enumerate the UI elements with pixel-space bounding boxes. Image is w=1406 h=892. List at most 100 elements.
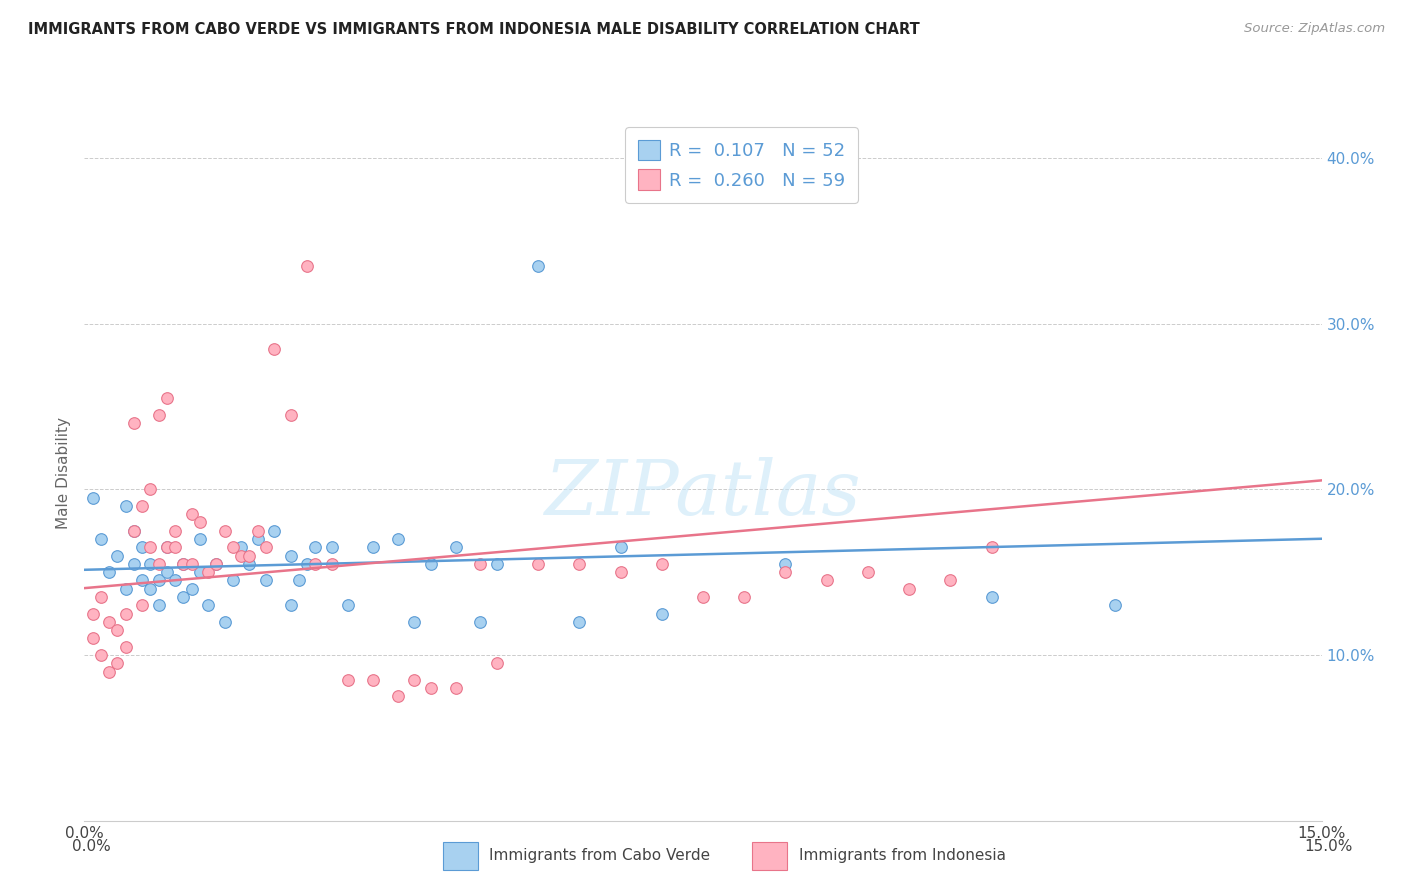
Point xyxy=(609,541,631,555)
Point xyxy=(165,541,187,555)
Point xyxy=(775,565,797,579)
Point xyxy=(288,574,311,588)
Point xyxy=(280,408,302,422)
Point xyxy=(254,574,277,588)
Point xyxy=(1104,599,1126,613)
Point xyxy=(156,541,179,555)
Point xyxy=(98,615,121,629)
Point xyxy=(280,549,302,563)
Point xyxy=(222,574,245,588)
FancyBboxPatch shape xyxy=(752,842,787,871)
Point xyxy=(651,607,673,621)
Point xyxy=(131,599,153,613)
Point xyxy=(214,615,236,629)
Point xyxy=(263,524,285,538)
Point xyxy=(238,557,260,571)
Point xyxy=(148,408,170,422)
Point xyxy=(404,615,426,629)
Point xyxy=(139,582,162,596)
Point xyxy=(980,541,1002,555)
Point xyxy=(939,574,962,588)
Point xyxy=(148,599,170,613)
Point xyxy=(114,499,136,513)
Point xyxy=(980,590,1002,604)
Point xyxy=(205,557,228,571)
Point xyxy=(568,557,591,571)
Point xyxy=(172,590,194,604)
Point xyxy=(165,524,187,538)
Point xyxy=(419,681,441,695)
Text: ZIPatlas: ZIPatlas xyxy=(544,457,862,531)
Point xyxy=(131,574,153,588)
Point xyxy=(188,565,211,579)
Point xyxy=(139,541,162,555)
Y-axis label: Male Disability: Male Disability xyxy=(56,417,72,529)
Point xyxy=(172,557,194,571)
Point xyxy=(90,648,112,662)
Point xyxy=(692,590,714,604)
Point xyxy=(148,557,170,571)
Point xyxy=(165,574,187,588)
Point xyxy=(229,541,252,555)
Point xyxy=(180,557,202,571)
Point xyxy=(280,599,302,613)
FancyBboxPatch shape xyxy=(443,842,478,871)
Point xyxy=(105,657,128,671)
Point xyxy=(295,259,318,273)
Point xyxy=(114,607,136,621)
Point xyxy=(105,623,128,637)
Point xyxy=(295,557,318,571)
Point xyxy=(254,541,277,555)
Point xyxy=(131,499,153,513)
Point xyxy=(321,541,343,555)
Point xyxy=(131,541,153,555)
Point xyxy=(114,640,136,654)
Point xyxy=(180,507,202,521)
Point xyxy=(609,565,631,579)
Point xyxy=(304,541,326,555)
Point xyxy=(98,665,121,679)
Point xyxy=(114,582,136,596)
Point xyxy=(444,681,467,695)
Point xyxy=(263,342,285,356)
Point xyxy=(404,673,426,687)
Point xyxy=(470,615,492,629)
Point xyxy=(197,599,219,613)
Point xyxy=(321,557,343,571)
Point xyxy=(856,565,879,579)
Point xyxy=(444,541,467,555)
Point xyxy=(229,549,252,563)
Text: IMMIGRANTS FROM CABO VERDE VS IMMIGRANTS FROM INDONESIA MALE DISABILITY CORRELAT: IMMIGRANTS FROM CABO VERDE VS IMMIGRANTS… xyxy=(28,22,920,37)
Point xyxy=(527,259,550,273)
Point xyxy=(337,673,360,687)
Point xyxy=(387,532,409,546)
Text: Source: ZipAtlas.com: Source: ZipAtlas.com xyxy=(1244,22,1385,36)
Point xyxy=(90,590,112,604)
Point xyxy=(485,557,508,571)
Point xyxy=(246,532,269,546)
Point xyxy=(188,532,211,546)
Point xyxy=(122,524,145,538)
Point xyxy=(470,557,492,571)
Text: 0.0%: 0.0% xyxy=(72,838,111,854)
Point xyxy=(337,599,360,613)
Point xyxy=(188,516,211,530)
Point xyxy=(651,557,673,571)
Point xyxy=(246,524,269,538)
Point xyxy=(238,549,260,563)
Point xyxy=(205,557,228,571)
Point xyxy=(156,391,179,405)
Point xyxy=(180,582,202,596)
Point xyxy=(775,557,797,571)
Point xyxy=(90,532,112,546)
Point xyxy=(304,557,326,571)
Point xyxy=(172,557,194,571)
Legend: R =  0.107   N = 52, R =  0.260   N = 59: R = 0.107 N = 52, R = 0.260 N = 59 xyxy=(626,127,858,203)
Text: Immigrants from Cabo Verde: Immigrants from Cabo Verde xyxy=(489,848,710,863)
Point xyxy=(122,557,145,571)
Point xyxy=(197,565,219,579)
Text: 15.0%: 15.0% xyxy=(1305,838,1353,854)
Point xyxy=(156,541,179,555)
Point xyxy=(419,557,441,571)
Point xyxy=(148,574,170,588)
